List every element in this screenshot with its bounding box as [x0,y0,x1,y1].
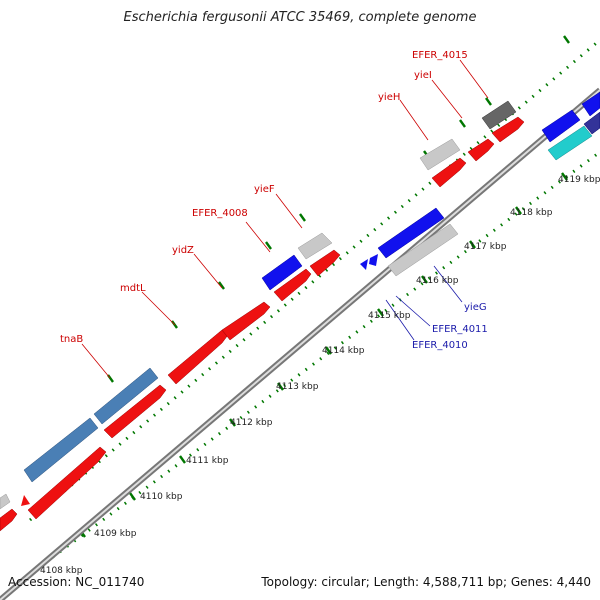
gene-label-yieI: yieI [414,70,432,81]
map-title: Escherichia fergusonii ATCC 35469, compl… [123,10,477,25]
genome-summary-text: Topology: circular; Length: 4,588,711 bp… [261,575,591,589]
gene-dark-grey-EFER_4015[interactable] [481,100,517,130]
kbp-label: 4114 kbp [322,346,365,356]
inner-grey-gene[interactable] [387,223,459,277]
kbp-labels: 4108 kbp 4109 kbp 4110 kbp 4111 kbp 4112… [40,175,600,576]
gene-mdtL[interactable] [167,329,229,385]
reverse-gene-labels: yieG EFER_4011 EFER_4010 [412,302,488,351]
outer-major-ticks [107,35,570,383]
kbp-label: 4109 kbp [94,529,137,539]
gene-inner-grey[interactable] [387,223,459,277]
gene-grey-yieH[interactable] [419,138,461,171]
forward-label-leaders [81,59,489,379]
gene-yieH[interactable] [431,157,467,188]
inner-major-ticks [79,172,568,538]
forward-gene-labels: tnaB mdtL yidZ EFER_4008 yieF yieH yieI … [60,50,468,345]
gene-label-EFER_4015: EFER_4015 [412,50,468,61]
gene-outer-tnaB-block[interactable] [23,417,99,483]
gene-label-EFER_4011: EFER_4011 [432,324,488,335]
forward-strand-genes[interactable] [0,116,525,532]
gene-reverse-EFER_4010[interactable] [360,259,368,270]
kbp-label: 4112 kbp [230,418,273,428]
gene-label-yieG: yieG [464,302,487,313]
gene-grey-left[interactable] [0,493,11,510]
kbp-label: 4111 kbp [186,456,229,466]
kbp-label: 4110 kbp [140,492,183,502]
gene-yieF[interactable] [309,249,341,277]
gene-EFER_4015[interactable] [491,116,525,143]
genome-backbone [0,87,600,600]
gene-forward-arrow-small[interactable] [21,495,30,506]
gene-outer-block-2[interactable] [93,367,159,425]
gene-EFER_4008-outer[interactable] [261,254,303,291]
kbp-label: 4118 kbp [510,208,553,218]
gene-label-EFER_4010: EFER_4010 [412,340,468,351]
gene-label-EFER_4008: EFER_4008 [192,208,248,219]
gene-forward-block-2[interactable] [103,384,167,439]
gene-reverse-right-1[interactable] [541,109,581,143]
gene-tnaB[interactable] [27,446,107,520]
gene-label-mdtL: mdtL [120,283,146,294]
gene-label-yieH: yieH [378,92,400,103]
kbp-label: 4113 kbp [276,382,319,392]
gene-reverse-yieG[interactable] [377,207,445,259]
gene-grey-yieF[interactable] [297,232,333,260]
grey-genes[interactable] [0,100,517,510]
gene-yieI[interactable] [467,138,495,162]
gene-yidZ[interactable] [221,301,271,341]
kbp-label: 4119 kbp [558,175,600,185]
accession-text: Accession: NC_011740 [8,575,145,589]
gene-forward-left-edge[interactable] [0,508,18,532]
gene-EFER_4008[interactable] [273,268,312,302]
outer-genes-steelblue[interactable] [23,367,159,483]
gene-reverse-EFER_4011[interactable] [369,254,378,266]
kbp-label: 4116 kbp [416,276,459,286]
reverse-strand-genes[interactable] [261,91,600,291]
gene-label-yidZ: yidZ [172,245,194,256]
kbp-label: 4117 kbp [464,242,507,252]
gene-reverse-right-2[interactable] [581,91,600,117]
kbp-label: 4115 kbp [368,311,411,321]
gene-rna-cyan[interactable] [547,125,593,161]
gene-label-tnaB: tnaB [60,334,83,345]
gene-label-yieF: yieF [254,184,275,195]
gene-reverse-right-dark[interactable] [583,111,600,135]
kbp-label: 4108 kbp [40,566,83,576]
rna-genes[interactable] [547,125,593,161]
reverse-label-leaders [385,265,463,341]
